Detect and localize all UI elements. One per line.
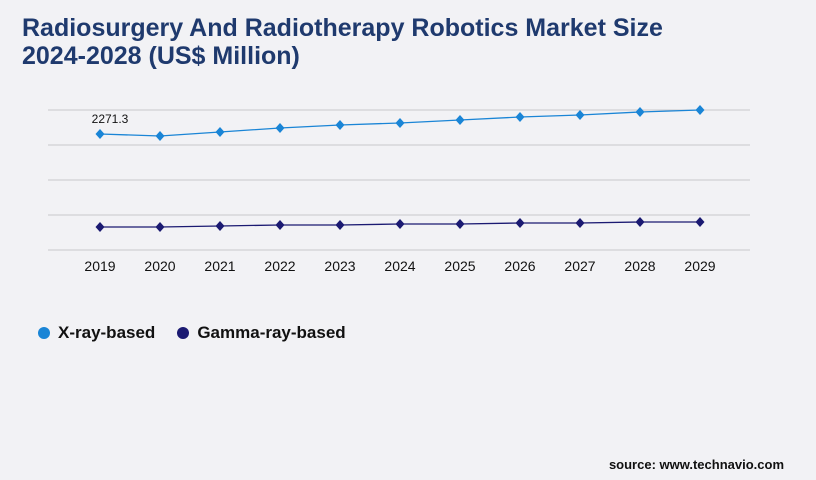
legend-label: X-ray-based: [58, 323, 156, 342]
legend-item: Gamma-ray-based: [177, 323, 346, 343]
data-point: [335, 219, 345, 230]
data-point: [215, 220, 225, 231]
chart-title: Radiosurgery And Radiotherapy Robotics M…: [22, 14, 663, 70]
data-point: [695, 105, 705, 115]
legend-label: Gamma-ray-based: [197, 323, 346, 342]
data-point: [155, 222, 165, 233]
data-point: [515, 217, 525, 228]
x-tick-label: 2020: [144, 258, 175, 274]
data-point: [575, 110, 585, 121]
data-point: [215, 127, 225, 138]
data-point: [695, 217, 705, 228]
data-label: 2271.3: [92, 112, 129, 126]
x-tick-label: 2026: [504, 258, 535, 274]
x-tick-label: 2028: [624, 258, 655, 274]
legend-marker-icon: [38, 327, 50, 339]
line-chart: 2019 2020 2021 2022 2023 2024 2025 2026 2027 2028…: [48, 105, 750, 274]
x-tick-label: 2023: [324, 258, 355, 274]
x-tick-label: 2021: [204, 258, 235, 274]
data-point: [635, 106, 645, 117]
x-tick-label: 2022: [264, 258, 295, 274]
data-point: [455, 115, 465, 126]
legend-marker-icon: [177, 327, 190, 339]
data-point: [635, 217, 645, 228]
data-point: [335, 120, 345, 131]
x-tick-label: 2019: [84, 258, 115, 274]
legend-item: X-ray-based: [38, 323, 155, 343]
x-tick-label: 2029: [684, 258, 715, 274]
x-tick-label: 2025: [444, 258, 475, 274]
data-point: [155, 130, 165, 141]
data-point: [395, 117, 405, 128]
source-text: source: www.technavio.com: [608, 457, 784, 472]
data-point: [275, 122, 285, 133]
data-point: [455, 219, 465, 230]
data-point: [515, 111, 525, 122]
x-tick-label: 2024: [384, 258, 415, 274]
data-point: [95, 128, 105, 139]
data-point: [395, 219, 405, 230]
data-point: [275, 219, 285, 230]
legend: X-ray-based Gamma-ray-based: [38, 323, 346, 343]
x-tick-label: 2027: [564, 258, 595, 274]
data-point: [575, 217, 585, 228]
data-point: [95, 222, 105, 233]
